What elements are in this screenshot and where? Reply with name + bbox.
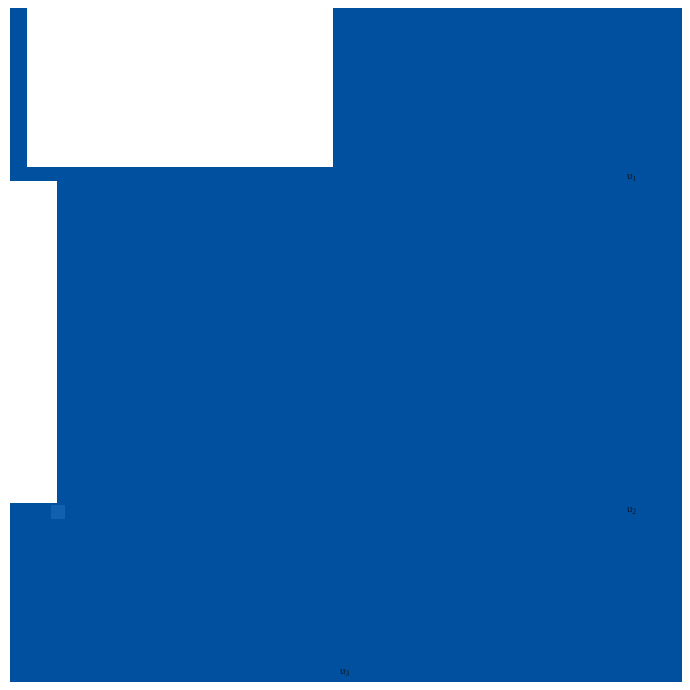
left-cutout-region [10,181,57,503]
vertex-label-u3-text: u [340,665,346,677]
vertex-label-u3: u3 [340,665,349,679]
vertex-label-u3-subscript: 3 [345,669,349,678]
vertex-label-u1: u1 [627,170,636,184]
vertex-label-u2-subscript: 2 [632,507,636,516]
top-cutout-region [27,8,333,167]
corner-marker [51,505,65,519]
vertex-label-u1-subscript: 1 [632,174,636,183]
vertex-label-u2: u2 [627,503,636,517]
vertex-label-u2-text: u [627,503,633,515]
vertex-label-u1-text: u [627,170,633,182]
